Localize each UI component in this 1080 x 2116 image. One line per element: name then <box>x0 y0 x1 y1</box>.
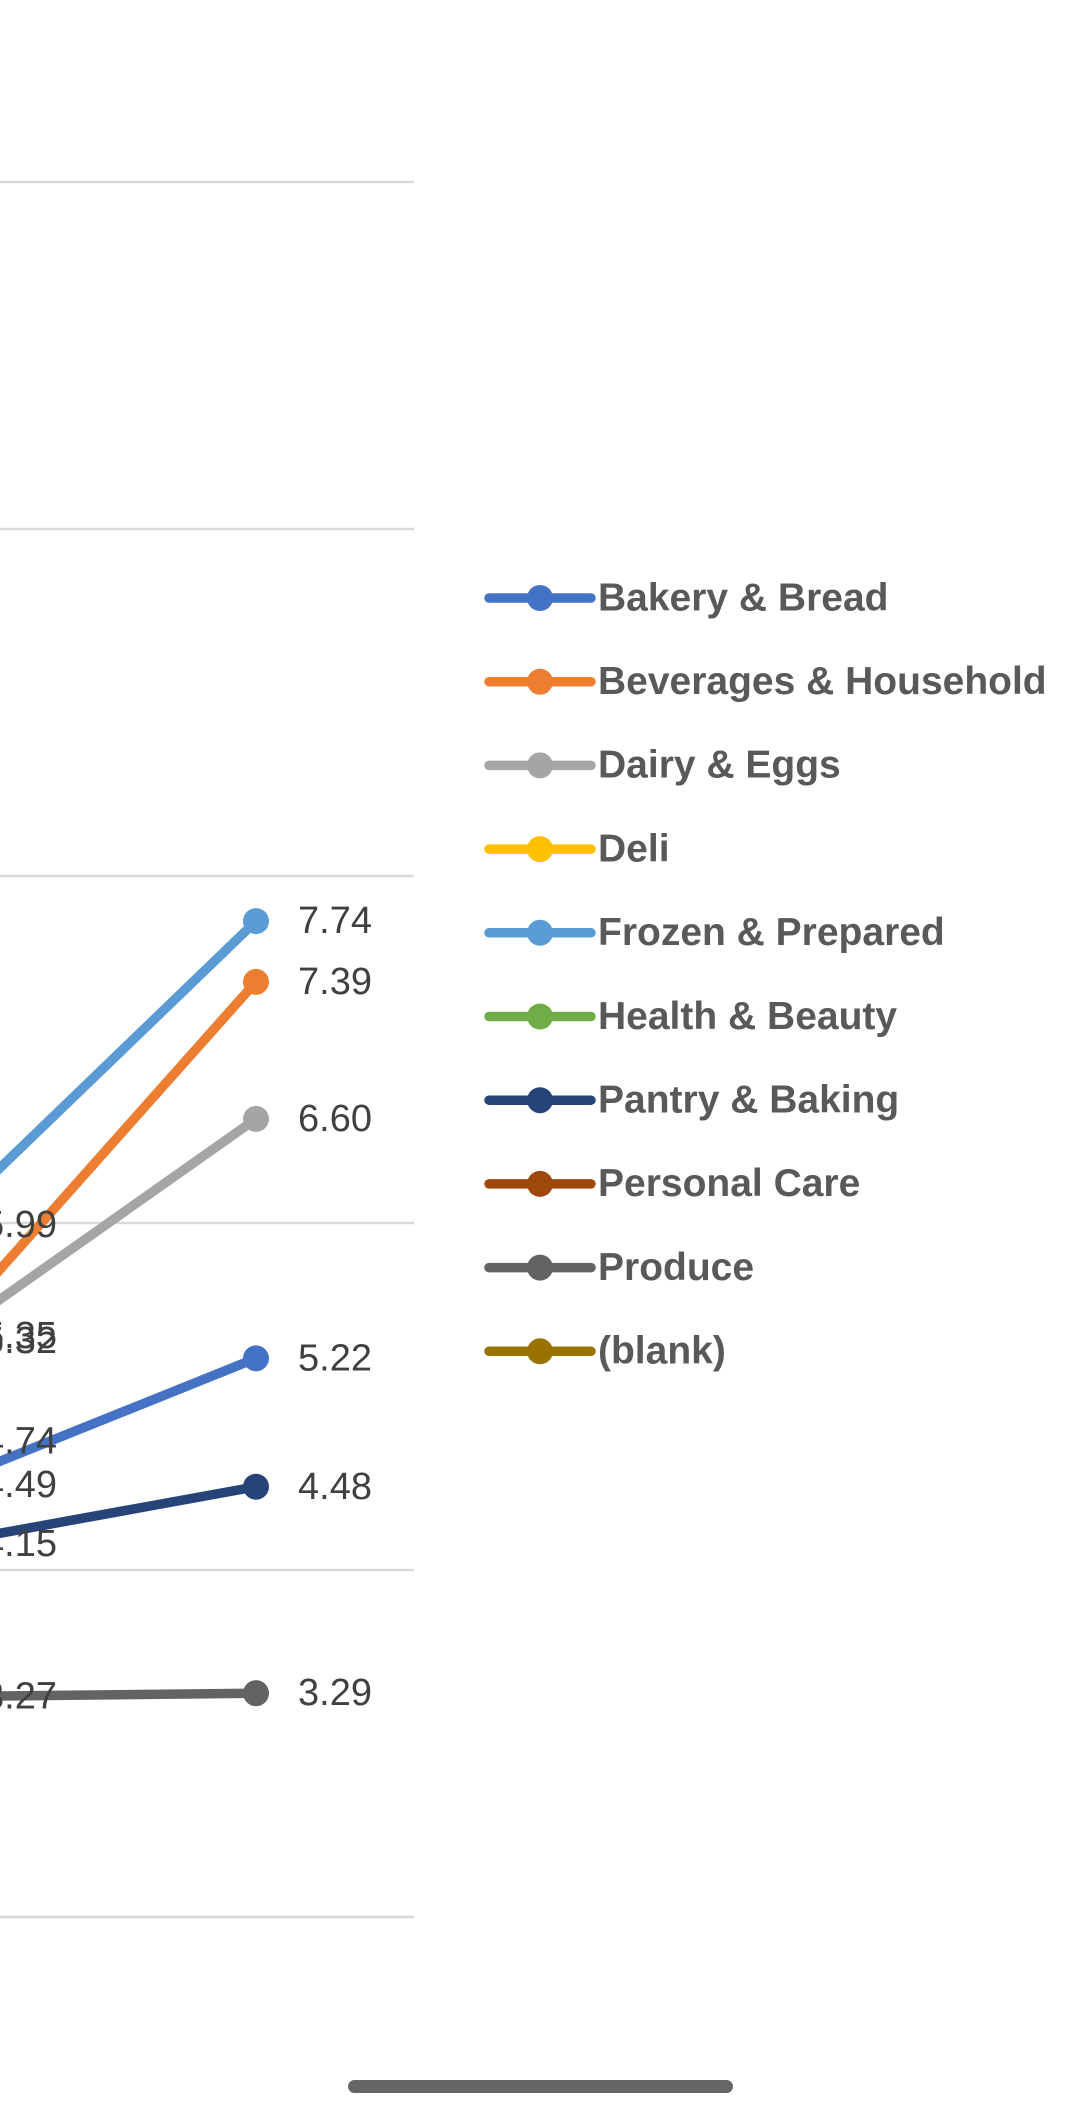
series-line <box>0 1114 261 1306</box>
legend-label: Health & Beauty <box>598 995 897 1038</box>
data-label: 7.74 <box>298 900 372 942</box>
data-label: 7.39 <box>298 961 372 1003</box>
data-label: 4.49 <box>0 1464 57 1506</box>
series-line <box>0 1481 261 1539</box>
legend-item: Bakery & Bread <box>484 576 888 619</box>
legend-item: Produce <box>484 1246 754 1289</box>
legend-label: Dairy & Eggs <box>598 744 841 787</box>
data-point <box>243 1105 269 1132</box>
legend-marker <box>527 585 553 611</box>
legend-item: Frozen & Prepared <box>484 911 945 954</box>
legend-item: Health & Beauty <box>484 995 897 1038</box>
series-line <box>0 916 261 1175</box>
data-label: 4.74 <box>0 1421 57 1463</box>
legend-marker <box>527 668 553 695</box>
legend-label: Pantry & Baking <box>598 1078 899 1121</box>
data-label: 3.27 <box>0 1676 57 1718</box>
legend-label: Personal Care <box>598 1162 860 1205</box>
legend-label: Frozen & Prepared <box>598 911 945 954</box>
data-label: 5.35 <box>0 1315 57 1357</box>
data-point <box>243 1680 269 1707</box>
legend-marker <box>527 1087 553 1114</box>
data-point <box>243 968 269 995</box>
data-label: 5.22 <box>298 1337 372 1379</box>
legend-marker <box>527 1170 553 1197</box>
legend-item: Beverages & Household <box>484 660 1047 703</box>
grid <box>0 180 414 1919</box>
legend: Bakery & Bread Beverages & Household Dairy… <box>484 576 1047 1373</box>
series-line <box>0 1353 261 1467</box>
legend-marker <box>527 1338 553 1365</box>
legend-label: Produce <box>598 1246 754 1289</box>
legend-marker <box>527 1254 553 1281</box>
data-label: 3.29 <box>298 1672 372 1714</box>
legend-item: (blank) <box>484 1330 726 1373</box>
legend-marker <box>527 752 553 779</box>
legend-item: Deli <box>484 827 670 870</box>
legend-item: Personal Care <box>484 1162 860 1205</box>
data-label: 4.15 <box>0 1523 57 1565</box>
home-indicator <box>348 2080 733 2093</box>
data-point <box>243 1473 269 1500</box>
legend-label: Bakery & Bread <box>598 576 888 619</box>
legend-label: (blank) <box>598 1330 726 1373</box>
series-line <box>0 1688 261 1701</box>
data-label: 5.32 <box>0 1320 57 1362</box>
legend-item: Pantry & Baking <box>484 1078 899 1121</box>
data-point <box>243 1345 269 1372</box>
legend-marker <box>527 1003 553 1030</box>
data-point <box>243 908 269 935</box>
data-label: 4.48 <box>298 1466 372 1508</box>
legend-marker <box>527 836 553 863</box>
series-line <box>0 977 261 1277</box>
data-label: 6.60 <box>298 1098 372 1140</box>
legend-label: Deli <box>598 827 670 870</box>
plot-area: 4.49 5.22 5.35 7.39 5.32 6.60 4.74 5.99 7.74 4.15… <box>0 900 372 1718</box>
legend-marker <box>527 919 553 946</box>
data-label: 5.99 <box>0 1204 57 1246</box>
legend-label: Beverages & Household <box>598 660 1047 703</box>
legend-item: Dairy & Eggs <box>484 744 841 787</box>
